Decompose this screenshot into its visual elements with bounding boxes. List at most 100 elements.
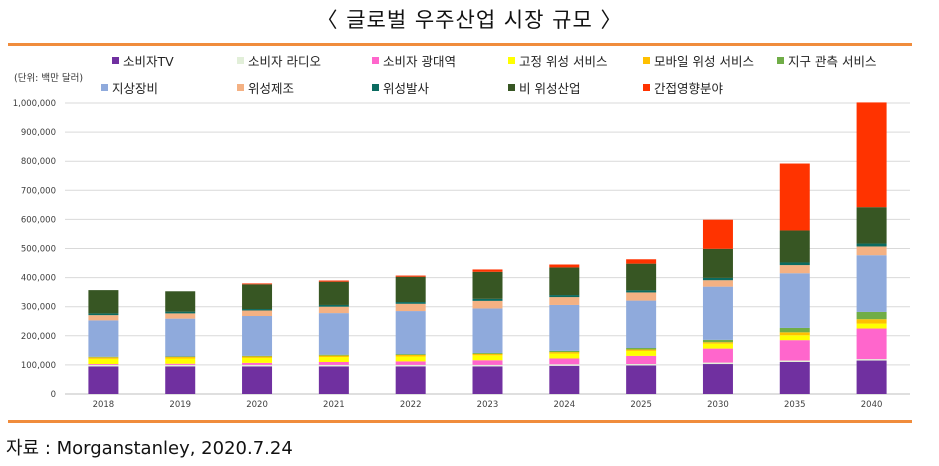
bar-segment [242,283,273,285]
bar-segment [549,304,580,351]
bar-segment [165,357,196,359]
bar-segment [779,360,810,362]
bar-segment [856,246,887,256]
x-tick-label: 2018 [93,400,115,410]
bar-segment [88,358,119,365]
bar-segment [779,273,810,328]
bar-segment [242,357,273,363]
y-tick-label: 400,000 [21,274,56,284]
bar-segment [702,277,733,281]
y-tick-label: 800,000 [21,157,56,167]
legend-swatch [508,57,515,64]
legend-item-mobile-sat: 모바일 위성 서비스 [643,51,754,70]
bar-segment [472,269,503,272]
bar-segment [779,332,810,336]
bar-segment [395,354,426,356]
legend-label: 위성발사 [383,81,430,96]
bar-segment [242,364,273,367]
bar-segment [318,354,349,356]
bar-segment [318,313,349,355]
bar-segment [395,355,426,357]
bar-segment [165,318,196,357]
bar-segment [626,364,657,366]
bar-segment [779,327,810,333]
legend-item-radio: 소비자 라디오 [237,51,321,70]
bar-segment [165,363,196,365]
bar-segment [856,102,887,208]
bar-segment [549,364,580,366]
chart-title: 〈 글로벌 우주산업 시장 규모 〉 [316,8,623,32]
bar-segment [472,298,503,301]
legend-label: 소비자TV [123,54,174,69]
bar-segment [318,361,349,365]
legend-swatch [112,57,119,64]
bar-segment [318,304,349,307]
bar-segment [88,315,119,321]
bar-segment [395,364,426,367]
bar-segment [779,262,810,266]
x-tick-label: 2019 [169,400,191,410]
bar-segment [242,356,273,358]
y-tick-label: 700,000 [21,186,56,196]
legend-swatch [101,84,108,91]
bar-segment [165,364,196,367]
bar-segment [702,342,733,344]
bar-segment [779,335,810,341]
bar-segment [856,255,887,312]
legend-swatch [777,57,784,64]
bar-segment [779,163,810,231]
y-tick-label: 500,000 [21,245,56,255]
x-tick-label: 2030 [707,400,729,410]
legend-swatch [508,84,515,91]
bar-segment [702,248,733,278]
bar-segment [242,309,273,311]
legend-label: 고정 위성 서비스 [519,54,608,69]
bar-segment [472,308,503,353]
y-tick-label: 600,000 [21,215,56,225]
bar-segment [856,360,887,394]
legend-swatch [643,57,650,64]
legend-label: 모바일 위성 서비스 [654,54,754,69]
bar-segment [626,290,657,293]
bar-segment [702,348,733,363]
bar-segment [472,352,503,354]
bar-segment [626,365,657,394]
legend-swatch [372,57,379,64]
bar-segment [626,355,657,365]
bar-segment [88,313,119,316]
y-tick-label: 0 [51,390,56,400]
legend: 소비자TV 소비자 라디오 소비자 광대역 고정 위성 서비스 모바일 위성 서… [0,48,939,98]
bar-segment [702,362,733,365]
bar-segment [472,360,503,365]
bar-segment [242,362,273,365]
bar-segment [242,355,273,357]
legend-label: 소비자 라디오 [248,54,321,69]
legend-item-broadband: 소비자 광대역 [372,51,456,70]
bar-segment [395,276,426,303]
bar-segment [472,353,503,356]
bar-segment [856,207,887,244]
legend-item-sat-manufacturing: 위성제조 [237,78,294,97]
bar-segment [165,313,196,319]
bar-segment [702,339,733,343]
unit-label: (단위: 백만 달러) [14,73,84,84]
bar-segment [856,328,887,360]
bar-segment [88,364,119,365]
bar-segment [318,366,349,394]
bar-segment [549,267,580,296]
bar-segment [549,365,580,394]
bar-segment [779,230,810,263]
x-tick-label: 2035 [784,400,806,410]
bar-segment [395,366,426,394]
bar-segment [472,366,503,394]
legend-label: 위성제조 [248,81,295,96]
bar-segment [549,297,580,305]
bar-segment [702,343,733,349]
bar-segment [165,311,196,314]
bar-segment [779,265,810,274]
bar-segment [626,263,657,291]
bar-segment [242,310,273,317]
bar-segment [318,306,349,314]
bar-segment [165,366,196,394]
legend-item-tv: 소비자TV [112,51,174,70]
